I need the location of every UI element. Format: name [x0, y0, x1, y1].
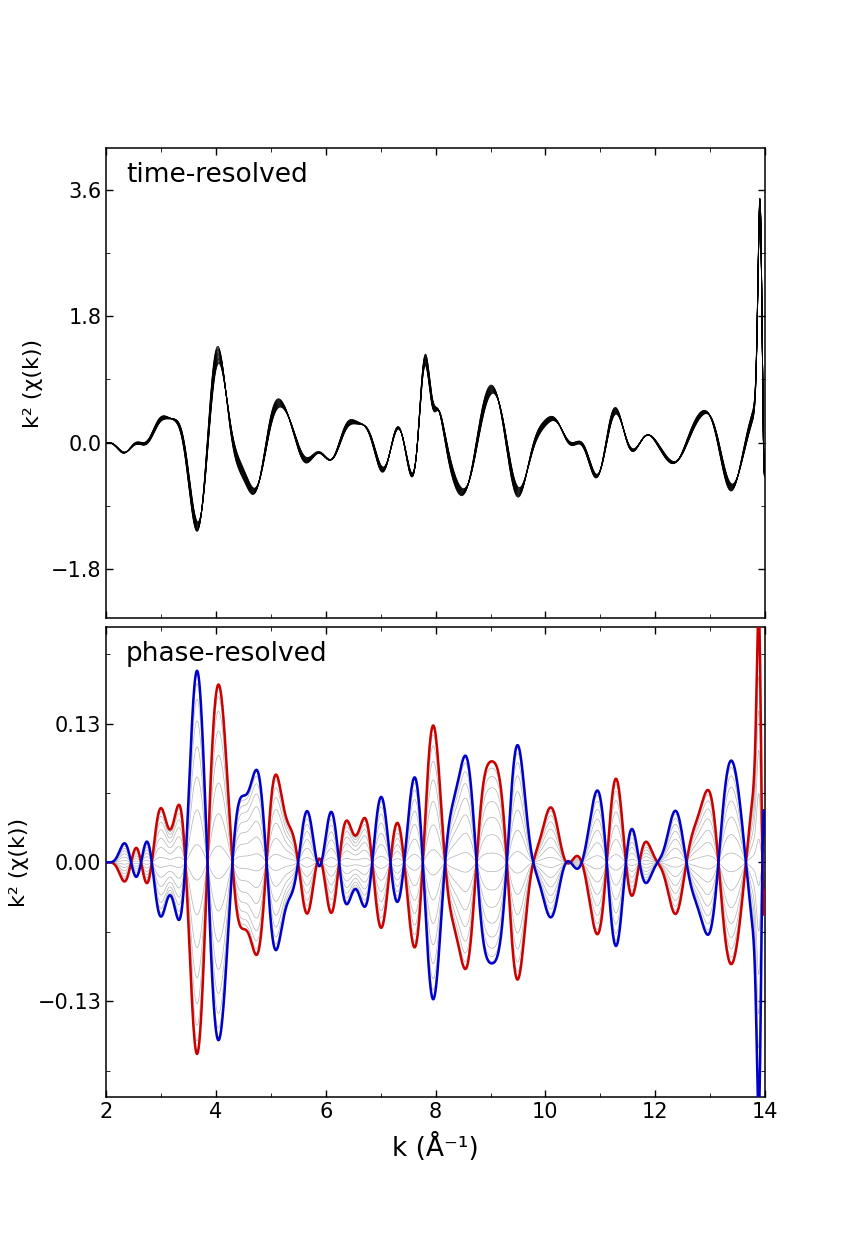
Text: phase-resolved: phase-resolved	[126, 641, 327, 667]
Y-axis label: k² (χ(k)): k² (χ(k))	[23, 338, 42, 428]
X-axis label: k (Å⁻¹): k (Å⁻¹)	[392, 1133, 479, 1163]
Y-axis label: k² (χ(k)): k² (χ(k))	[9, 817, 29, 907]
Text: time-resolved: time-resolved	[126, 162, 308, 189]
